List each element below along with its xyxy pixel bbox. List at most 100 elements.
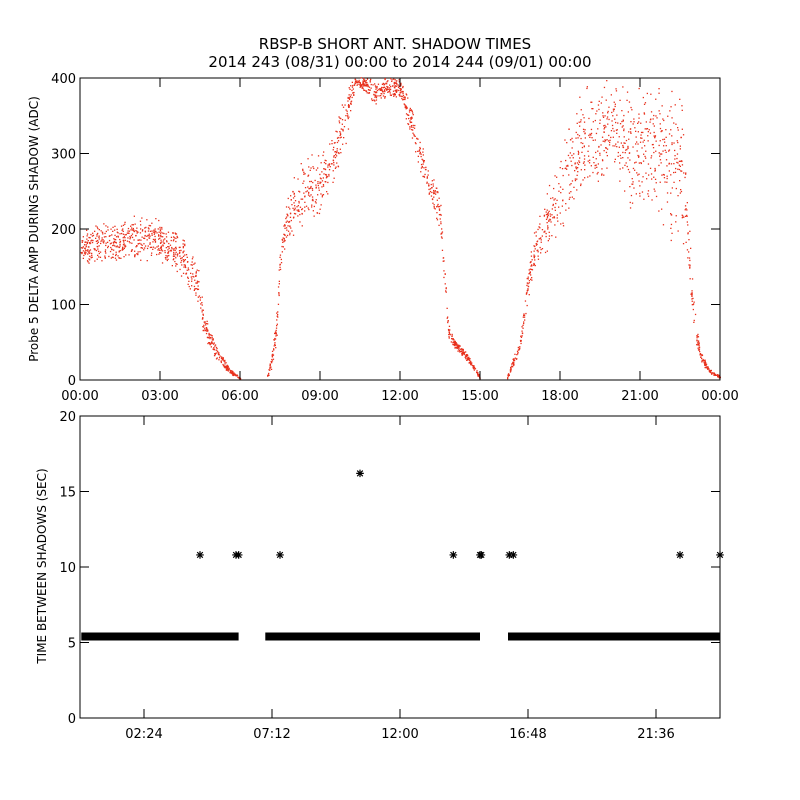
data-point xyxy=(271,356,274,358)
data-point xyxy=(225,368,228,370)
data-point xyxy=(707,368,709,370)
data-point xyxy=(622,86,624,88)
data-point xyxy=(587,160,589,162)
data-point xyxy=(363,89,366,91)
data-point xyxy=(168,242,170,245)
data-point xyxy=(642,131,644,134)
data-point xyxy=(387,88,389,91)
data-point xyxy=(301,225,303,227)
data-point xyxy=(197,300,199,302)
data-point xyxy=(441,237,443,239)
data-point xyxy=(369,80,371,82)
data-point xyxy=(576,162,579,164)
data-point xyxy=(236,375,238,377)
data-point xyxy=(158,247,160,250)
data-point xyxy=(595,164,597,166)
data-point xyxy=(544,251,547,254)
data-point xyxy=(440,223,442,225)
data-point xyxy=(571,196,573,198)
data-point xyxy=(396,85,398,87)
data-point xyxy=(182,255,185,257)
data-point xyxy=(143,237,145,239)
data-point xyxy=(276,312,278,314)
data-point xyxy=(691,298,693,300)
data-point xyxy=(293,216,295,218)
data-point xyxy=(580,184,582,187)
data-point xyxy=(238,377,240,379)
data-point xyxy=(96,258,98,260)
data-point xyxy=(616,129,618,131)
data-point xyxy=(366,78,369,80)
data-point xyxy=(627,168,630,171)
data-point xyxy=(195,292,197,294)
data-point xyxy=(576,189,578,191)
data-point xyxy=(119,241,121,244)
data-point xyxy=(118,246,121,249)
data-point xyxy=(191,278,193,280)
top-x-tick-label: 09:00 xyxy=(301,389,338,404)
data-point xyxy=(82,246,84,248)
data-point xyxy=(362,81,364,83)
data-point xyxy=(548,235,551,237)
data-point xyxy=(303,192,305,194)
data-point xyxy=(333,155,335,157)
data-point xyxy=(419,141,421,144)
data-point xyxy=(188,285,190,288)
data-point xyxy=(523,321,525,323)
data-point xyxy=(220,361,222,364)
data-point xyxy=(393,94,395,96)
data-point xyxy=(390,86,392,88)
data-point xyxy=(452,339,454,341)
data-point xyxy=(414,142,417,144)
data-point xyxy=(525,312,527,315)
data-point xyxy=(225,369,227,371)
data-point xyxy=(352,92,354,94)
data-point xyxy=(533,245,535,247)
data-point xyxy=(194,262,196,264)
data-point xyxy=(269,363,271,365)
data-point xyxy=(643,113,646,115)
data-point xyxy=(194,279,196,281)
data-point xyxy=(131,249,133,251)
data-point xyxy=(569,184,571,186)
data-point xyxy=(274,342,276,344)
data-point xyxy=(380,97,382,99)
data-point xyxy=(83,252,86,254)
data-point xyxy=(289,208,291,210)
data-point xyxy=(315,186,317,188)
data-point xyxy=(402,91,404,93)
data-point xyxy=(609,139,611,141)
data-point xyxy=(625,149,627,151)
data-point xyxy=(680,170,682,172)
data-point xyxy=(197,285,199,287)
data-point xyxy=(348,116,350,118)
data-point xyxy=(393,93,396,95)
data-point xyxy=(151,252,153,254)
data-point xyxy=(691,300,693,302)
data-point xyxy=(394,89,396,92)
data-point xyxy=(651,144,654,146)
data-point xyxy=(175,237,177,239)
data-point xyxy=(82,250,85,252)
data-point xyxy=(383,89,386,91)
data-point xyxy=(693,301,695,303)
data-point xyxy=(393,78,395,80)
data-point xyxy=(690,293,692,295)
data-point xyxy=(559,186,562,188)
data-point xyxy=(526,284,528,287)
data-point xyxy=(113,244,115,246)
data-point xyxy=(433,196,435,198)
data-point xyxy=(374,92,377,94)
data-point xyxy=(85,244,87,246)
data-point xyxy=(173,249,175,251)
data-point xyxy=(368,86,371,88)
data-point xyxy=(513,364,515,366)
data-point xyxy=(424,173,426,176)
data-point xyxy=(299,221,301,223)
data-point xyxy=(87,253,89,255)
data-point xyxy=(307,158,309,160)
data-point xyxy=(457,350,459,352)
data-point xyxy=(596,173,598,175)
data-point xyxy=(507,378,509,380)
data-point xyxy=(471,364,473,366)
